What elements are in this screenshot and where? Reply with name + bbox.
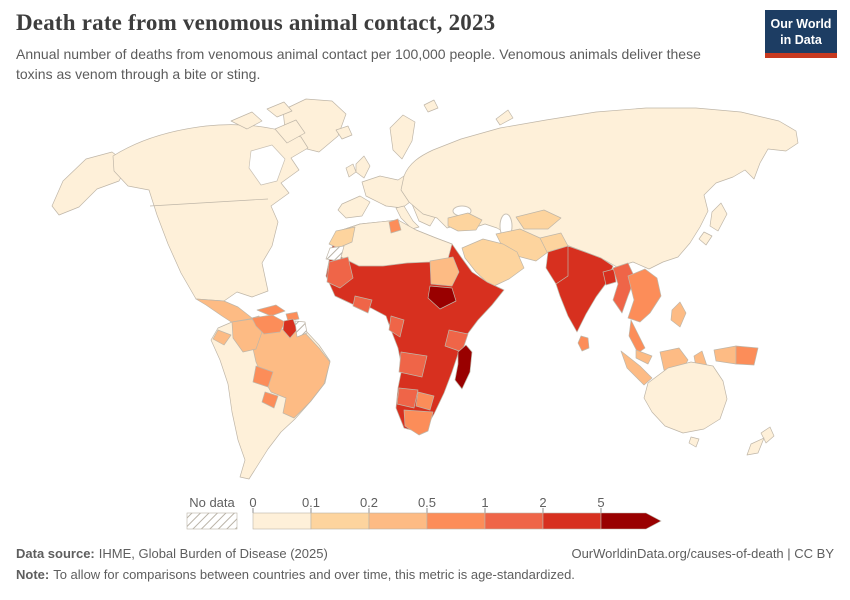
region-arctic-island-1[interactable] xyxy=(230,111,263,130)
owid-logo[interactable]: Our World in Data xyxy=(765,10,837,59)
region-paraguay[interactable] xyxy=(261,391,279,409)
map-legend: No data 0 0.1 0.2 0.5 1 2 5 xyxy=(186,495,662,530)
legend-tick-3: 0.5 xyxy=(418,495,436,510)
region-italy[interactable] xyxy=(395,205,420,230)
us-canada-border xyxy=(149,198,269,207)
region-iceland[interactable] xyxy=(335,125,353,140)
legend-bin-1[interactable] xyxy=(310,512,370,530)
region-baffin-island[interactable] xyxy=(274,119,306,144)
region-philippines[interactable] xyxy=(670,301,687,328)
header: Death rate from venomous animal contact,… xyxy=(16,10,746,85)
no-data-swatch[interactable] xyxy=(186,512,238,530)
region-ecuador[interactable] xyxy=(212,329,232,346)
footer: Data source: IHME, Global Burden of Disea… xyxy=(16,546,834,582)
region-thai-peninsula[interactable] xyxy=(628,319,646,354)
note-label: Note: xyxy=(16,567,50,582)
map-regions xyxy=(51,98,799,480)
data-source: Data source: IHME, Global Burden of Disea… xyxy=(16,546,328,561)
region-scandinavia[interactable] xyxy=(389,114,416,160)
region-botswana[interactable] xyxy=(415,391,435,411)
legend-bin-2[interactable] xyxy=(368,512,428,530)
region-tasmania[interactable] xyxy=(688,436,700,448)
region-cameroon-gabon[interactable] xyxy=(388,315,405,338)
region-venezuela[interactable] xyxy=(251,314,286,335)
region-svalbard[interactable] xyxy=(423,99,439,113)
page-title: Death rate from venomous animal contact,… xyxy=(16,10,496,35)
legend-tick-1: 0.1 xyxy=(302,495,320,510)
region-turkey[interactable] xyxy=(447,212,483,232)
legend-bin-3[interactable] xyxy=(426,512,486,530)
region-cuba[interactable] xyxy=(256,304,286,317)
region-novaya-zemlya[interactable] xyxy=(495,109,514,126)
region-saudi-peninsula[interactable] xyxy=(461,238,525,288)
data-source-label: Data source: xyxy=(16,546,95,561)
legend-tick-marks xyxy=(252,508,602,513)
region-india[interactable] xyxy=(555,245,614,333)
region-bangladesh[interactable] xyxy=(602,268,617,286)
owid-logo-line2: in Data xyxy=(780,32,822,47)
legend-bin-4[interactable] xyxy=(484,512,544,530)
legend-tick-0: 0 xyxy=(249,495,256,510)
region-morocco[interactable] xyxy=(328,226,356,249)
region-south-africa[interactable] xyxy=(403,409,434,436)
region-new-guinea-west[interactable] xyxy=(713,345,737,365)
region-malaysia[interactable] xyxy=(635,349,653,365)
legend-bin-6-arrow[interactable] xyxy=(600,512,662,530)
region-canada-usa[interactable] xyxy=(112,124,309,302)
region-mauritania-senegal[interactable] xyxy=(326,256,354,289)
region-guyana[interactable] xyxy=(282,318,298,339)
region-ghana-ivory-coast[interactable] xyxy=(352,295,373,314)
region-arctic-island-2[interactable] xyxy=(266,101,293,118)
footer-note: Note: To allow for comparisons between co… xyxy=(16,567,834,582)
region-japan-kyushu[interactable] xyxy=(698,231,713,246)
region-hispaniola[interactable] xyxy=(285,311,300,322)
legend-tick-2: 0.2 xyxy=(360,495,378,510)
region-suriname-nodata[interactable] xyxy=(294,320,308,338)
region-namibia[interactable] xyxy=(396,387,419,409)
region-bolivia[interactable] xyxy=(252,365,274,388)
legend-bin-0[interactable] xyxy=(252,512,312,530)
region-indochina[interactable] xyxy=(627,268,662,323)
region-papua-new-guinea[interactable] xyxy=(735,345,759,366)
region-new-zealand-north[interactable] xyxy=(760,426,775,444)
region-new-zealand-south[interactable] xyxy=(746,437,765,456)
data-source-text: IHME, Global Burden of Disease (2025) xyxy=(98,546,328,561)
region-colombia[interactable] xyxy=(231,318,263,353)
page-subtitle: Annual number of deaths from venomous an… xyxy=(16,46,701,83)
region-iberia[interactable] xyxy=(337,195,371,219)
hudson-bay xyxy=(248,144,286,186)
region-sri-lanka[interactable] xyxy=(577,335,590,352)
region-russia-china-eurasia[interactable] xyxy=(400,107,799,270)
region-angola-zambia[interactable] xyxy=(398,351,428,378)
legend-bin-5[interactable] xyxy=(542,512,602,530)
note-text: To allow for comparisons between countri… xyxy=(53,567,575,582)
region-australia[interactable] xyxy=(643,361,728,434)
region-central-asia[interactable] xyxy=(515,209,562,230)
legend-tick-5: 2 xyxy=(539,495,546,510)
region-sumatra[interactable] xyxy=(620,350,653,386)
region-ireland[interactable] xyxy=(345,163,357,178)
owid-link[interactable]: OurWorldinData.org/causes-of-death | CC … xyxy=(571,546,834,561)
legend-tick-6: 5 xyxy=(597,495,604,510)
region-japan-honshu[interactable] xyxy=(709,202,728,232)
region-tunisia[interactable] xyxy=(388,218,402,234)
region-madagascar[interactable] xyxy=(454,344,473,390)
legend-no-data-label: No data xyxy=(189,495,235,510)
legend-tick-4: 1 xyxy=(481,495,488,510)
owid-logo-line1: Our World xyxy=(770,17,832,31)
region-sudan[interactable] xyxy=(429,256,460,287)
region-uk[interactable] xyxy=(355,155,371,179)
region-south-sudan[interactable] xyxy=(427,285,457,310)
